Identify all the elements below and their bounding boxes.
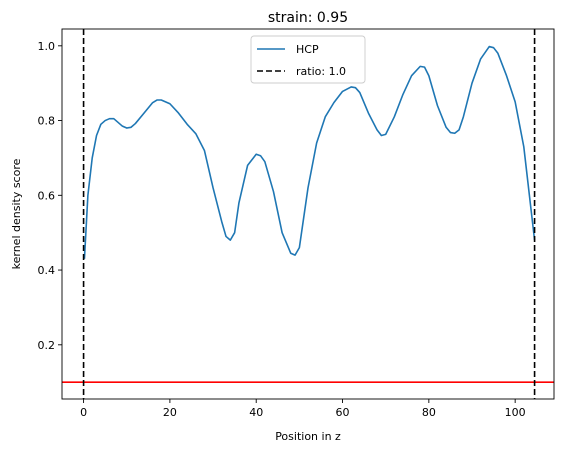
series-line-0 xyxy=(83,45,536,259)
legend-label-0: HCP xyxy=(296,43,319,56)
x-tick-label-3: 60 xyxy=(336,406,350,419)
x-tick-label-1: 20 xyxy=(163,406,177,419)
y-tick-label-0: 0.2 xyxy=(38,339,56,352)
x-tick-label-4: 80 xyxy=(422,406,436,419)
legend: HCP ratio: 1.0 xyxy=(250,35,366,84)
axes-frame xyxy=(61,28,555,400)
x-tick-label-2: 40 xyxy=(249,406,263,419)
x-tick-label-0: 0 xyxy=(80,406,87,419)
legend-label-1: ratio: 1.0 xyxy=(296,65,346,78)
y-tick-label-2: 0.6 xyxy=(38,189,56,202)
y-tick-label-1: 0.4 xyxy=(38,264,56,277)
y-tick-label-3: 0.8 xyxy=(38,115,56,128)
x-tick-label-5: 100 xyxy=(505,406,526,419)
plot-area: 0 20 40 60 80 100 0.2 0.4 0.6 0.8 1.0 xyxy=(38,28,555,419)
x-axis-label: Position in z xyxy=(275,430,341,443)
y-tick-label-4: 1.0 xyxy=(38,40,56,53)
y-axis-label: kernel density score xyxy=(10,158,23,269)
chart-title: strain: 0.95 xyxy=(268,10,348,26)
